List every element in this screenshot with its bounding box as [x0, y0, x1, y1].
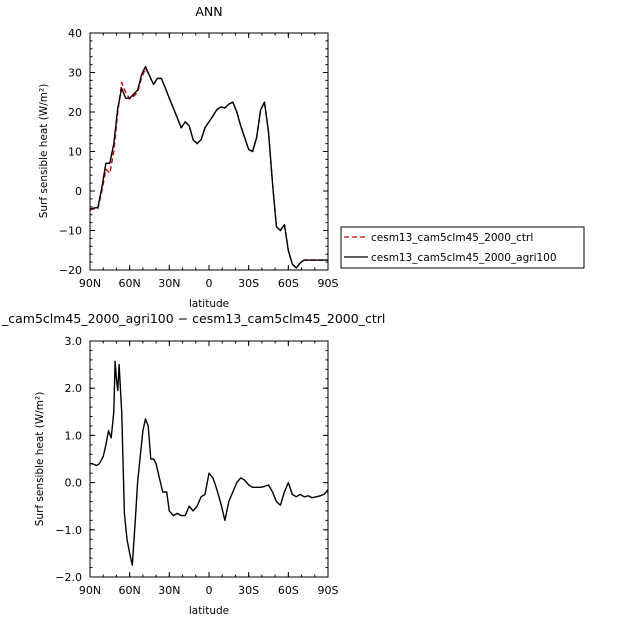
legend-box [340, 226, 585, 269]
bottom-plot-frame [89, 340, 329, 578]
bottom-y-axis-label: Surf sensible heat (W/m²) [34, 392, 46, 527]
legend-label-agri100: cesm13_cam5clm45_2000_agri100 [371, 252, 557, 264]
bottom-y-tick-label: 1.0 [65, 429, 83, 442]
top-x-tick-label: 30N [158, 277, 180, 290]
top-y-tick-label: 10 [68, 146, 82, 159]
bottom-x-tick-label: 0 [206, 584, 213, 597]
top-plot-area: 90N 60N 30N 0 30S 60S 90S −20 −10 0 10 20 30 40 [59, 27, 339, 290]
top-plot-frame [89, 32, 329, 271]
bottom-x-tick-label: 90S [318, 584, 339, 597]
bottom-x-tick-label: 60S [278, 584, 299, 597]
bottom-x-tick-label: 90N [79, 584, 101, 597]
bottom-y-tick-label: −1.0 [55, 524, 82, 537]
top-chart-title: ANN [195, 4, 222, 19]
top-y-tick-label: 0 [75, 185, 82, 198]
bottom-y-tick-label: 3.0 [65, 335, 83, 348]
bottom-y-tick-label: 0.0 [65, 477, 83, 490]
top-y-tick-label: 30 [68, 67, 82, 80]
top-x-tick-label: 0 [206, 277, 213, 290]
bottom-plot-area: 90N 60N 30N 0 30S 60S 90S −2.0 −1.0 0.0 1.0 2.0 3.0 [55, 335, 338, 597]
bottom-x-tick-label: 30N [158, 584, 180, 597]
bottom-x-tick-label: 30S [238, 584, 259, 597]
top-y-tick-label: 40 [68, 27, 82, 40]
top-y-tick-label: −20 [59, 264, 82, 277]
top-x-tick-label: 60S [278, 277, 299, 290]
top-series-line-1 [89, 65, 328, 269]
top-y-axis-label: Surf sensible heat (W/m²) [38, 84, 50, 219]
top-x-tick-label: 90N [79, 277, 101, 290]
bottom-chart-title: _cam5clm45_2000_agri100 − cesm13_cam5clm… [1, 311, 385, 326]
bottom-series-line-0 [90, 360, 329, 566]
bottom-y-tick-label: −2.0 [55, 571, 82, 584]
bottom-x-axis-label: latitude [189, 605, 229, 617]
top-y-tick-label: −10 [59, 225, 82, 238]
top-x-axis-label: latitude [189, 298, 229, 310]
top-x-tick-label: 90S [318, 277, 339, 290]
bottom-x-tick-label: 60N [119, 584, 141, 597]
top-x-tick-label: 60N [119, 277, 141, 290]
top-x-tick-label: 30S [238, 277, 259, 290]
bottom-y-tick-label: 2.0 [65, 382, 83, 395]
legend: cesm13_cam5clm45_2000_ctrl cesm13_cam5cl… [340, 226, 585, 269]
top-y-tick-label: 20 [68, 106, 82, 119]
legend-label-ctrl: cesm13_cam5clm45_2000_ctrl [371, 232, 533, 244]
